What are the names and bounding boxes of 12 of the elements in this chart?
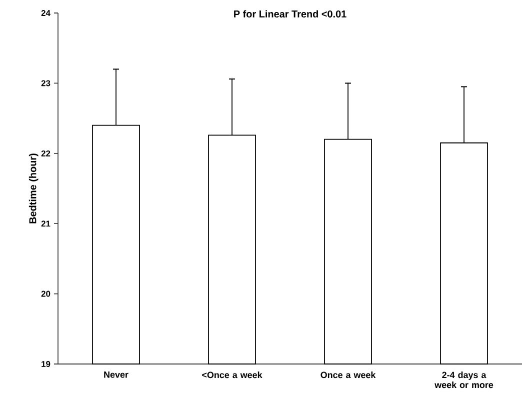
x-tick-label: <Once a week xyxy=(202,372,262,378)
y-tick-label: 22 xyxy=(41,150,50,156)
y-tick-label: 24 xyxy=(41,10,50,16)
y-tick-label: 19 xyxy=(42,361,50,367)
x-tick-label: Once a week xyxy=(320,372,376,378)
y-tick-label: 20 xyxy=(41,290,50,297)
x-tick-label: Never xyxy=(104,372,128,378)
x-tick-label: 2-4 days a week or more xyxy=(434,372,494,388)
y-tick-label: 23 xyxy=(41,80,50,86)
y-tick-label: 21 xyxy=(41,220,50,227)
chart-title: P for Linear Trend <0.01 xyxy=(234,10,346,18)
y-axis-title: Bedtime (hour) xyxy=(28,154,38,224)
